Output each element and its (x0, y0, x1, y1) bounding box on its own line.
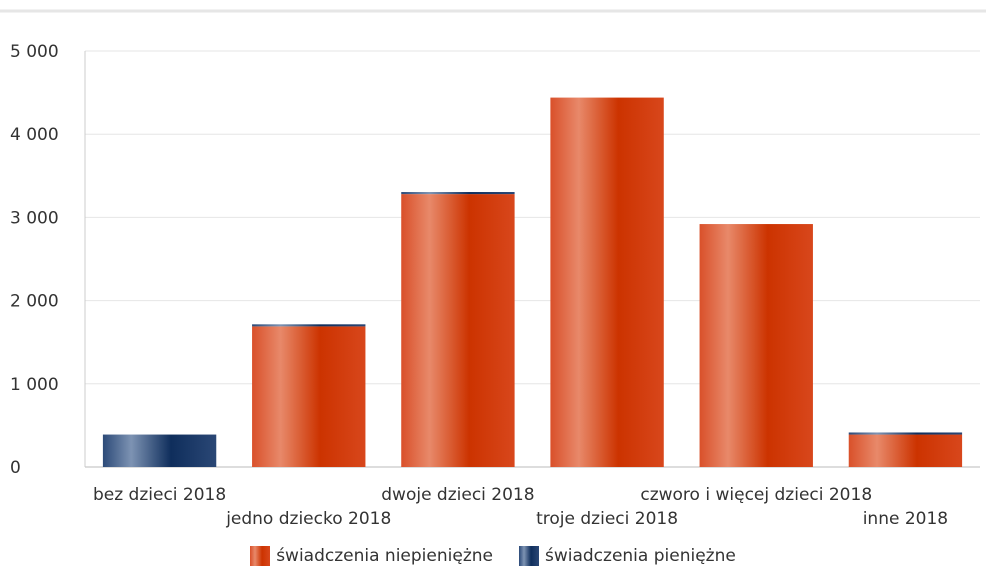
legend-item-niepieniezne[interactable]: świadczenia niepieniężne (250, 546, 493, 566)
x-tick-label: inne 2018 (863, 509, 948, 529)
y-tick-label: 1 000 (10, 375, 59, 395)
bar-niepieniezne[interactable] (401, 194, 515, 467)
gridlines (84, 50, 980, 468)
x-tick-label: dwoje dzieci 2018 (381, 485, 534, 505)
bar-niepieniezne[interactable] (848, 434, 963, 467)
bar-pieniezne[interactable] (848, 432, 963, 435)
legend-label-pieniezne: świadczenia pieniężne (544, 546, 736, 566)
legend-item-pieniezne[interactable]: świadczenia pieniężne (518, 546, 736, 566)
legend-swatch-niepieniezne (250, 546, 271, 566)
bar-niepieniezne[interactable] (699, 224, 813, 467)
bar-pieniezne[interactable] (102, 434, 217, 467)
y-tick-label: 3 000 (10, 208, 59, 228)
legend: świadczenia niepieniężne świadczenia pie… (0, 546, 986, 566)
y-tick-label: 2 000 (10, 292, 59, 312)
bar-niepieniezne[interactable] (252, 326, 366, 467)
legend-swatch-pieniezne (518, 546, 539, 566)
x-tick-label: bez dzieci 2018 (93, 485, 226, 505)
y-axis-ticks: 0 1 000 2 000 3 000 4 000 5 000 (10, 42, 59, 478)
x-tick-label: czworo i więcej dzieci 2018 (640, 485, 872, 505)
y-tick-label: 4 000 (10, 125, 59, 145)
y-tick-label: 5 000 (10, 42, 59, 62)
bar-pieniezne[interactable] (252, 324, 366, 327)
bar-pieniezne[interactable] (401, 192, 515, 195)
x-tick-label: troje dzieci 2018 (536, 509, 678, 529)
bar-niepieniezne[interactable] (550, 97, 664, 467)
legend-label-niepieniezne: świadczenia niepieniężne (276, 546, 493, 566)
y-tick-label: 0 (10, 458, 21, 478)
x-tick-label: jedno dziecko 2018 (225, 509, 391, 529)
x-axis-ticks: bez dzieci 2018 jedno dziecko 2018 dwoje d… (93, 485, 948, 529)
bars (102, 97, 963, 467)
